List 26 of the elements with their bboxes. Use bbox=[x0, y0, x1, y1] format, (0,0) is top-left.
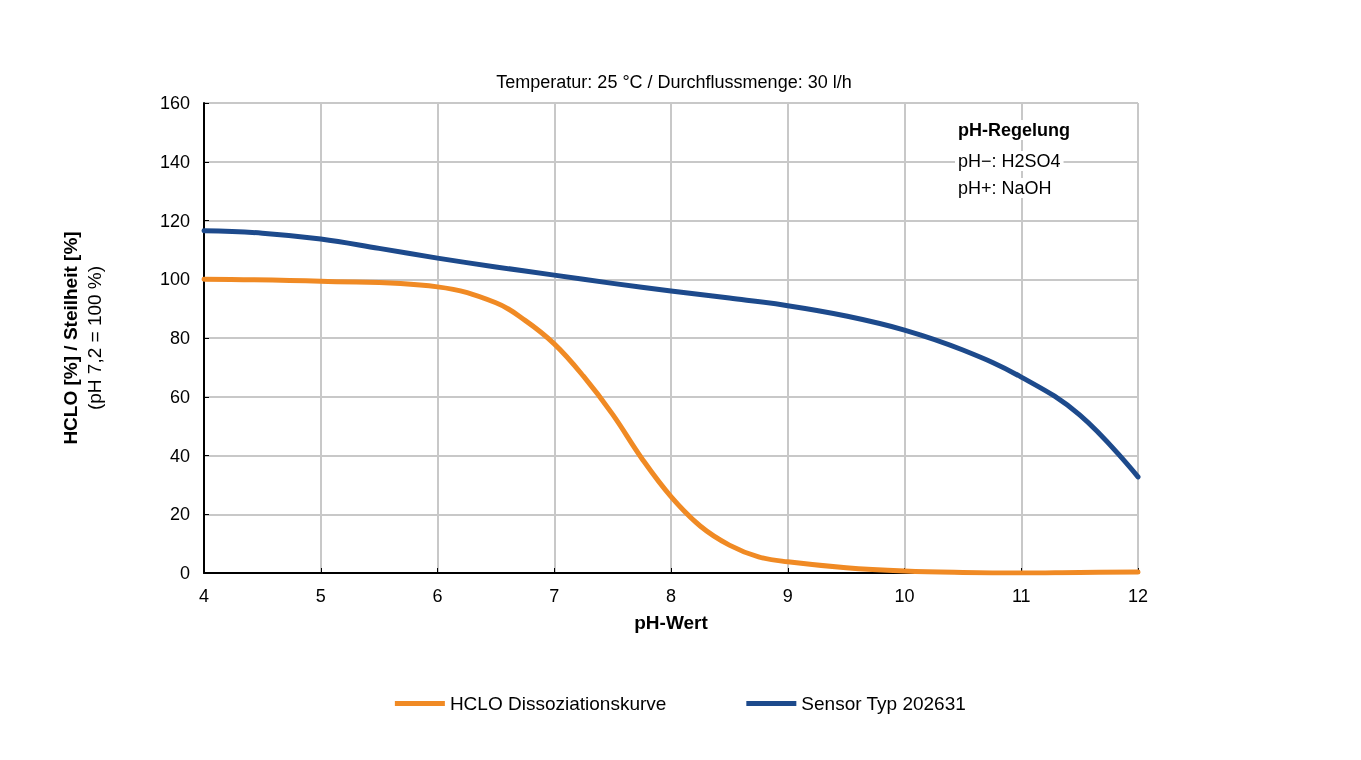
x-axis-title: pH-Wert bbox=[634, 612, 709, 633]
legend-label: Sensor Typ 202631 bbox=[801, 693, 966, 714]
y-tick-label: 20 bbox=[169, 504, 190, 525]
chart-title: Temperatur: 25 °C / Durchflussmenge: 30 l/h bbox=[496, 72, 852, 92]
legend-label: HCLO Dissoziationskurve bbox=[449, 693, 667, 714]
y-tick-label: 80 bbox=[169, 328, 190, 348]
y-tick-label: 100 bbox=[159, 269, 190, 290]
x-tick-label: 4 bbox=[198, 586, 210, 606]
y-tick-label: 0 bbox=[179, 563, 190, 583]
y-tick-label: 120 bbox=[159, 210, 190, 231]
x-tick-label: 12 bbox=[1127, 586, 1149, 606]
annotation: pH+: NaOH bbox=[958, 178, 1052, 198]
x-tick-label: 6 bbox=[432, 586, 443, 606]
x-tick-label: 5 bbox=[315, 586, 326, 606]
x-tick-label: 7 bbox=[549, 586, 560, 606]
annotation: pH−: H2SO4 bbox=[958, 151, 1061, 171]
y-tick-label: 140 bbox=[159, 151, 190, 172]
y-axis-title: HCLO [%] / Steilheit [%] (pH 7,2 = 100 %) bbox=[59, 231, 105, 445]
x-tick-label: 9 bbox=[782, 586, 793, 606]
x-tick-label: 11 bbox=[1011, 586, 1031, 606]
x-tick-label: 10 bbox=[894, 586, 915, 606]
y-tick-label: 60 bbox=[169, 386, 190, 407]
annotation: pH-Regelung bbox=[958, 120, 1070, 140]
y-tick-label: 160 bbox=[159, 93, 190, 113]
x-tick-label: 8 bbox=[665, 586, 677, 606]
y-tick-label: 40 bbox=[169, 445, 190, 466]
